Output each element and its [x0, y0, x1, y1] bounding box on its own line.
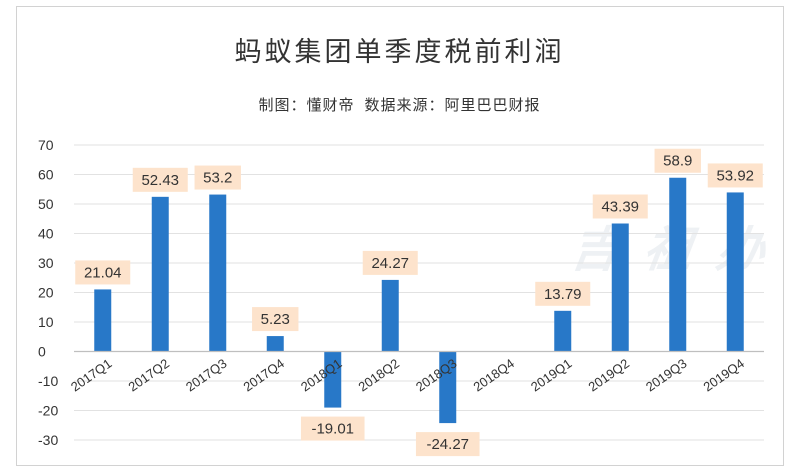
data-label-text: -19.01 — [311, 421, 354, 438]
data-label-text: -24.27 — [426, 436, 469, 453]
bar — [669, 177, 687, 352]
bar — [611, 223, 629, 352]
data-labels: 21.04 52.43 53.2 5.23 -19.01 24.27 -24.27 13.79… — [75, 148, 763, 457]
y-tick-label: -10 — [38, 373, 58, 389]
x-tick-label: 2017Q2 — [125, 356, 172, 395]
x-tick-label: 2017Q3 — [183, 356, 230, 395]
bar — [726, 192, 744, 352]
bar — [266, 336, 284, 352]
data-label-bg — [132, 167, 188, 192]
bar — [151, 196, 169, 352]
data-label: 13.79 — [535, 281, 591, 306]
x-axis-ticks: 2017Q1 2017Q2 2017Q3 2017Q4 2018Q1 2018Q2 2018… — [68, 356, 747, 395]
y-tick-label: 30 — [38, 255, 54, 271]
y-axis-ticks: 70 60 50 40 30 20 10 0 -10 -20 -30 — [38, 137, 58, 448]
bar — [324, 351, 342, 408]
data-label: 53.2 — [194, 165, 241, 190]
data-label: 53.92 — [707, 163, 763, 188]
gridlines — [74, 144, 764, 441]
y-tick-label: 0 — [38, 344, 46, 360]
y-tick-label: 50 — [38, 196, 54, 212]
data-label-bg — [194, 165, 241, 190]
x-tick-label: 2017Q4 — [240, 356, 287, 395]
x-tick-label: 2018Q4 — [470, 356, 517, 395]
data-label-bg — [535, 281, 591, 306]
y-tick-label: 70 — [38, 137, 54, 153]
x-tick-label: 2019Q3 — [643, 356, 690, 395]
data-label: 5.23 — [252, 307, 299, 332]
data-label: -19.01 — [300, 416, 365, 441]
x-tick-label: 2019Q4 — [700, 356, 747, 395]
y-tick-label: -20 — [38, 403, 58, 419]
data-label: 58.9 — [654, 148, 701, 173]
x-tick-label: 2018Q2 — [355, 356, 402, 395]
x-tick-label: 2019Q2 — [585, 356, 632, 395]
data-label-bg — [654, 148, 701, 173]
y-tick-label: 20 — [38, 285, 54, 301]
bar — [209, 194, 227, 352]
data-label-text: 24.27 — [371, 255, 409, 272]
y-tick-label: 10 — [38, 314, 54, 330]
data-label-text: 53.92 — [716, 167, 754, 184]
y-tick-label: 40 — [38, 226, 54, 242]
data-label: 52.43 — [132, 167, 188, 192]
x-tick-label: 2017Q1 — [68, 356, 115, 395]
data-label-text: 13.79 — [544, 286, 582, 303]
chart-frame — [16, 6, 784, 466]
bars — [94, 177, 744, 424]
y-tick-label: -30 — [38, 432, 58, 448]
data-label: 24.27 — [362, 250, 418, 275]
data-label-bg — [415, 432, 480, 457]
x-tick-label: 2019Q1 — [528, 356, 575, 395]
chart-title: 蚂蚁集团单季度税前利润 — [234, 37, 565, 68]
data-label-text: 58.9 — [663, 153, 692, 170]
data-label-text: 43.39 — [601, 198, 639, 215]
data-label-text: 53.2 — [203, 170, 232, 187]
bar — [381, 279, 399, 352]
data-label-bg — [252, 307, 299, 332]
chart-subtitle: 制图：懂财帝 数据来源：阿里巴巴财报 — [258, 96, 541, 114]
data-label-bg — [707, 163, 763, 188]
data-label: 43.39 — [592, 194, 648, 219]
data-label-bg — [362, 250, 418, 275]
data-label-text: 52.43 — [141, 172, 179, 189]
bar — [94, 289, 112, 352]
data-label-bg — [75, 260, 131, 285]
data-label-bg — [592, 194, 648, 219]
data-label: 21.04 — [75, 260, 131, 285]
y-tick-label: 60 — [38, 167, 54, 183]
data-label-text: 21.04 — [84, 264, 122, 281]
data-label-bg — [300, 416, 365, 441]
bar — [439, 351, 457, 424]
data-label-text: 5.23 — [261, 311, 290, 328]
bar — [554, 310, 572, 352]
data-label: -24.27 — [415, 432, 480, 457]
